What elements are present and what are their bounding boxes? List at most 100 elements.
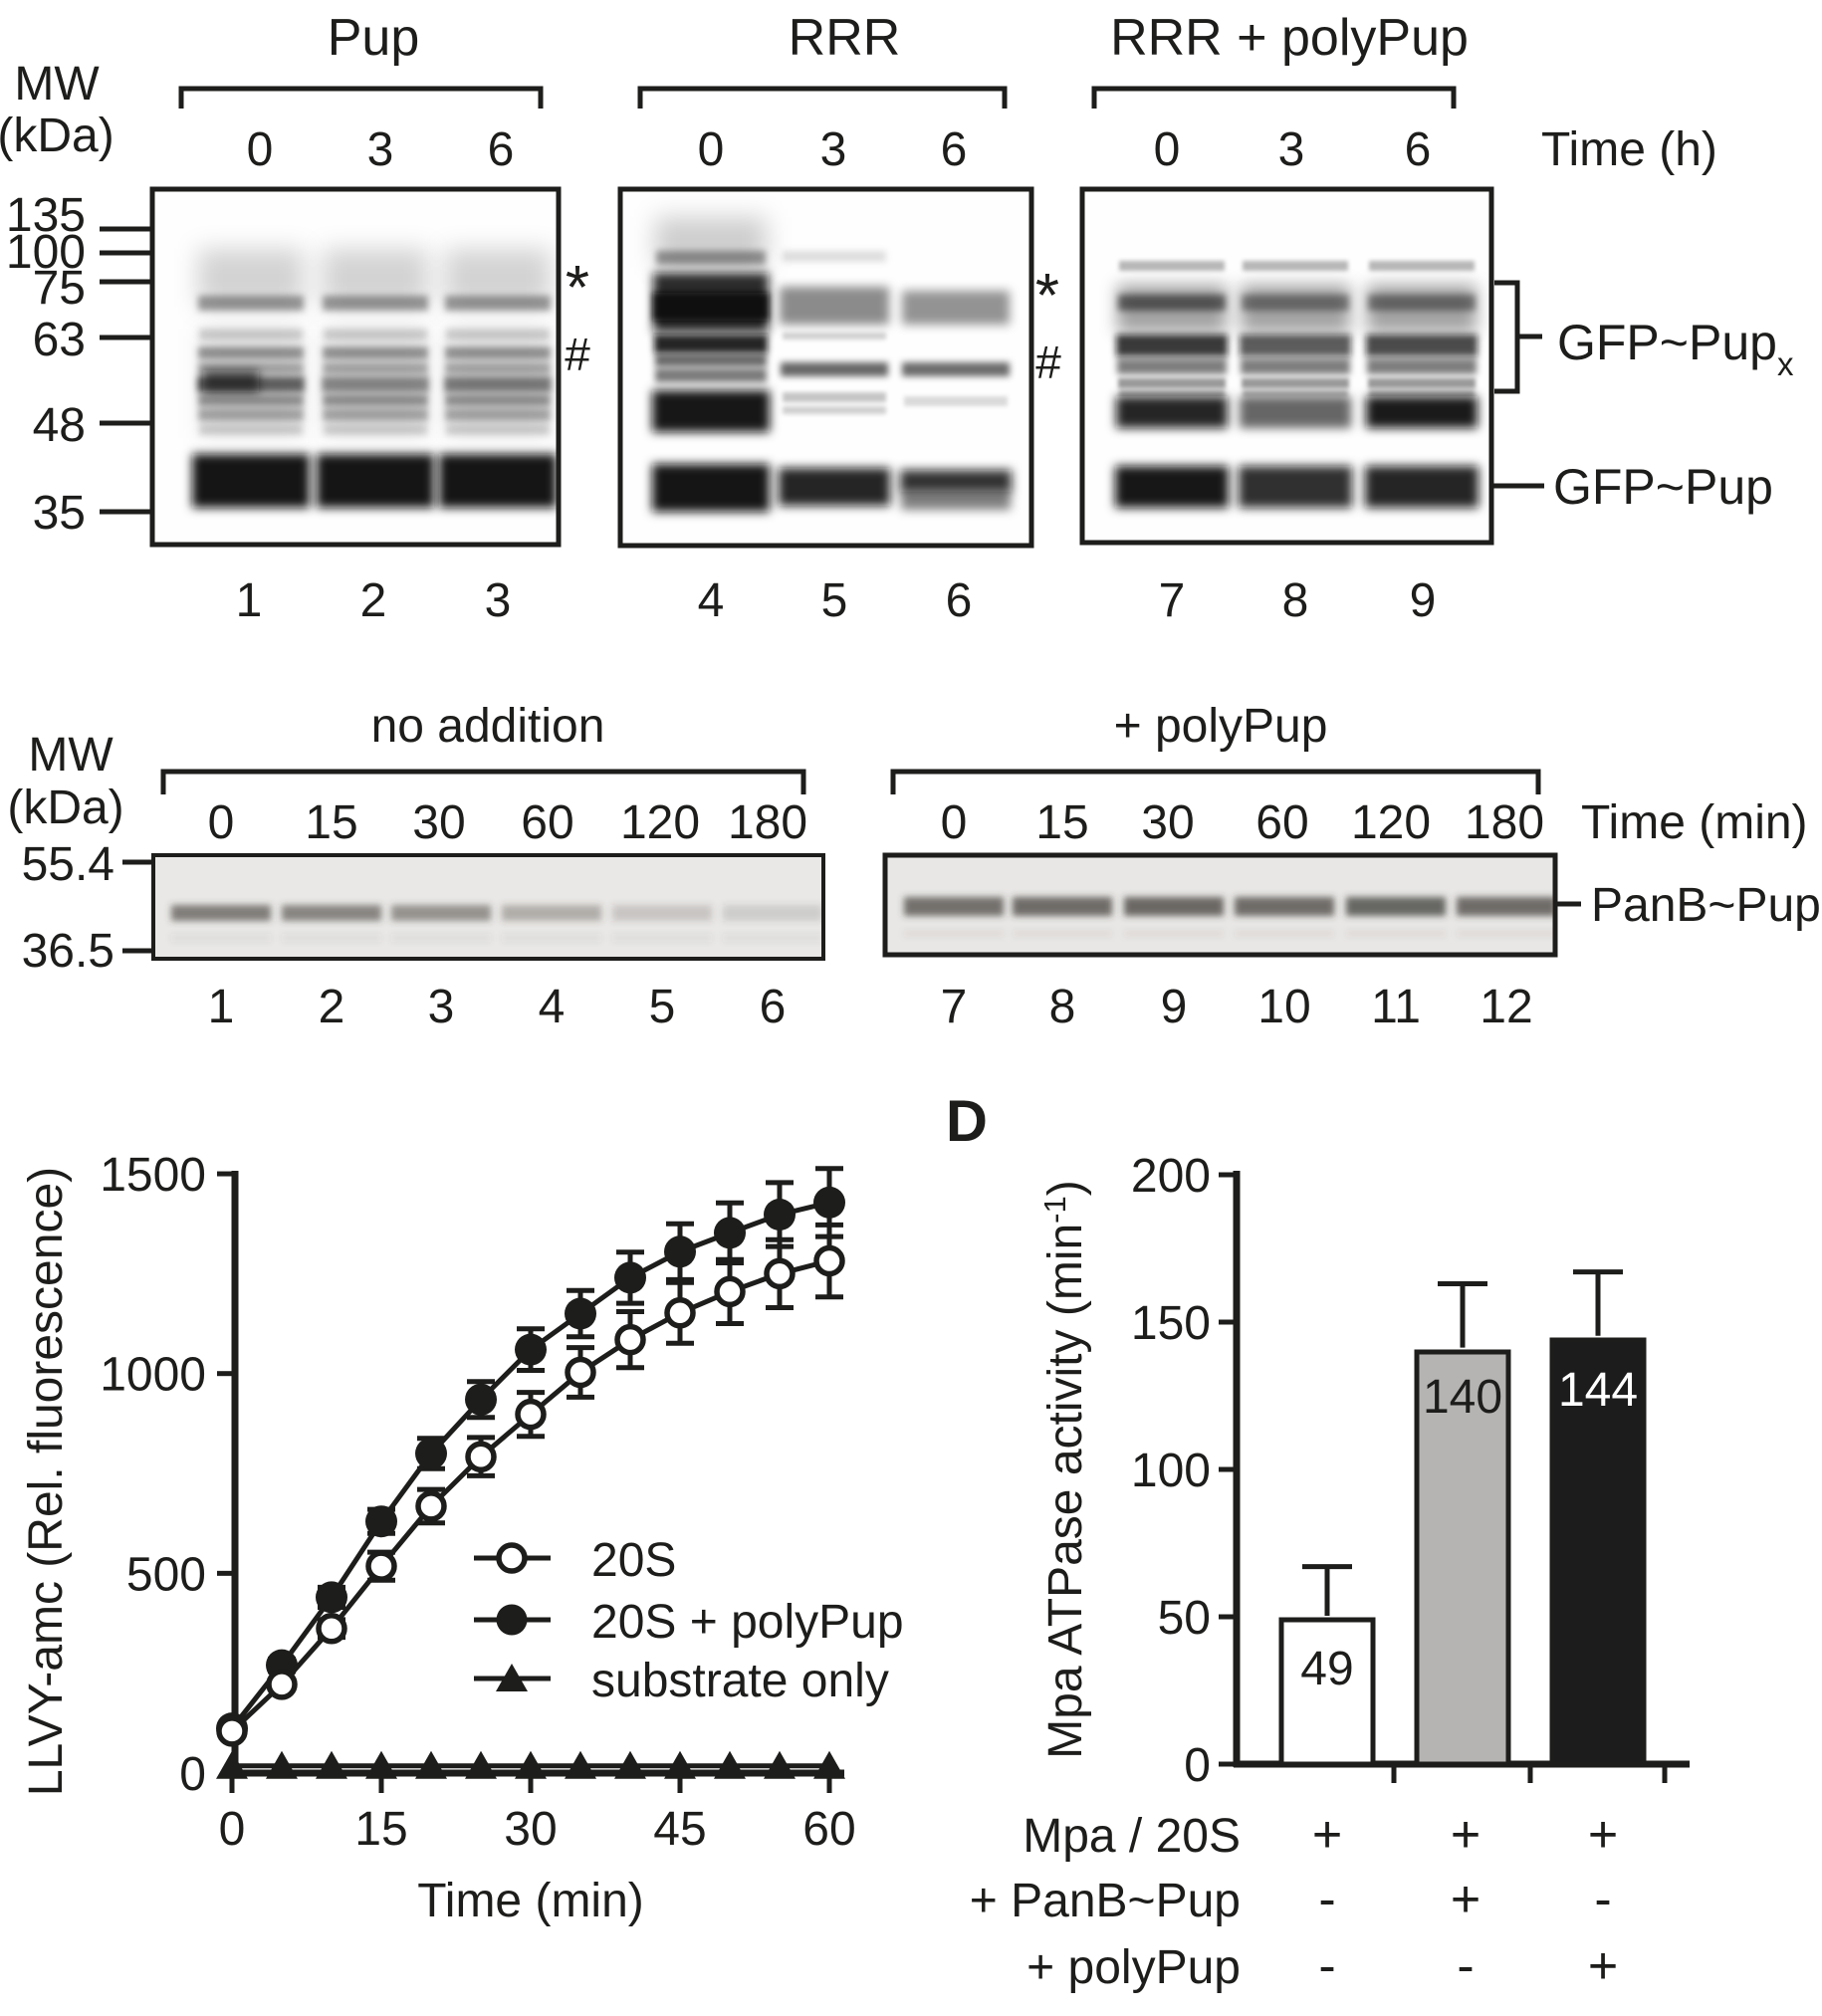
svg-text:0: 0	[208, 796, 235, 849]
svg-text:RRR + polyPup: RRR + polyPup	[1110, 9, 1469, 67]
svg-text:Time (min): Time (min)	[1581, 796, 1808, 849]
svg-text:-: -	[1318, 1871, 1335, 1928]
svg-text:+: +	[1451, 1806, 1480, 1864]
svg-text:+ polyPup: + polyPup	[1114, 700, 1328, 753]
svg-text:1000: 1000	[100, 1349, 206, 1402]
svg-text:45: 45	[653, 1803, 706, 1856]
svg-text:1: 1	[208, 981, 235, 1033]
svg-text:180: 180	[1465, 796, 1544, 849]
svg-text:2: 2	[360, 574, 387, 627]
svg-text:6: 6	[1405, 123, 1432, 176]
svg-text:12: 12	[1480, 981, 1532, 1033]
svg-text:200: 200	[1131, 1150, 1211, 1203]
svg-text:20S: 20S	[591, 1534, 676, 1587]
svg-text:50: 50	[1158, 1592, 1211, 1645]
svg-text:2: 2	[319, 981, 345, 1033]
svg-text:30: 30	[504, 1803, 557, 1856]
svg-text:4: 4	[698, 574, 725, 627]
svg-text:100: 100	[6, 226, 86, 279]
svg-text:3: 3	[485, 574, 512, 627]
svg-text:D: D	[946, 1089, 988, 1154]
svg-text:30: 30	[1141, 796, 1194, 849]
svg-text:RRR: RRR	[789, 9, 901, 67]
svg-text:6: 6	[488, 123, 515, 176]
svg-text:LLVY-amc (Rel. fluorescence): LLVY-amc (Rel. fluorescence)	[20, 1167, 73, 1796]
svg-text:135: 135	[6, 189, 86, 242]
svg-text:180: 180	[728, 796, 807, 849]
svg-text:35: 35	[33, 487, 86, 540]
svg-text:*: *	[1035, 262, 1059, 331]
svg-text:7: 7	[941, 981, 968, 1033]
svg-text:63: 63	[33, 314, 86, 366]
svg-text:140: 140	[1423, 1371, 1502, 1424]
svg-text:0: 0	[941, 796, 968, 849]
svg-text:6: 6	[946, 574, 973, 627]
svg-text:0: 0	[247, 123, 274, 176]
svg-text:9: 9	[1161, 981, 1188, 1033]
svg-text:4: 4	[539, 981, 566, 1033]
svg-text:3: 3	[1278, 123, 1305, 176]
svg-text:9: 9	[1410, 574, 1437, 627]
svg-text:+: +	[1588, 1806, 1618, 1864]
svg-text:(kDa): (kDa)	[7, 782, 123, 834]
svg-text:0: 0	[1154, 123, 1181, 176]
svg-text:5: 5	[649, 981, 676, 1033]
svg-text:20S + polyPup: 20S + polyPup	[591, 1596, 904, 1649]
svg-text:GFP~Pup: GFP~Pup	[1553, 459, 1773, 515]
svg-text:+ PanB~Pup: + PanB~Pup	[970, 1875, 1241, 1927]
svg-text:55.4: 55.4	[22, 838, 114, 891]
svg-text:-: -	[1318, 1937, 1335, 1995]
svg-text:49: 49	[1300, 1643, 1353, 1695]
svg-text:MW: MW	[28, 729, 114, 782]
svg-text:75: 75	[33, 262, 86, 315]
svg-text:3: 3	[820, 123, 847, 176]
svg-text:+ polyPup: + polyPup	[1026, 1941, 1241, 1994]
svg-text:substrate only: substrate only	[591, 1655, 889, 1707]
svg-text:3: 3	[367, 123, 394, 176]
svg-text:500: 500	[126, 1548, 206, 1601]
svg-text:#: #	[1035, 336, 1061, 388]
svg-text:8: 8	[1282, 574, 1309, 627]
svg-text:15: 15	[305, 796, 357, 849]
svg-text:7: 7	[1159, 574, 1186, 627]
svg-text:MW: MW	[14, 58, 100, 111]
svg-text:1500: 1500	[100, 1149, 206, 1202]
svg-text:144: 144	[1558, 1364, 1638, 1417]
svg-text:10: 10	[1257, 981, 1310, 1033]
svg-text:#: #	[565, 329, 590, 380]
svg-text:60: 60	[521, 796, 573, 849]
svg-text:PanB~Pup: PanB~Pup	[1591, 879, 1821, 932]
svg-text:+: +	[1588, 1937, 1618, 1995]
svg-text:Pup: Pup	[328, 9, 420, 67]
svg-text:120: 120	[1351, 796, 1431, 849]
svg-text:+: +	[1451, 1871, 1480, 1928]
svg-text:1: 1	[236, 574, 263, 627]
svg-text:(kDa): (kDa)	[0, 110, 114, 162]
svg-text:Mpa ATPase activity (min-1): Mpa ATPase activity (min-1)	[1037, 1180, 1092, 1759]
svg-text:11: 11	[1371, 981, 1421, 1033]
svg-text:36.5: 36.5	[22, 925, 114, 978]
svg-text:100: 100	[1131, 1445, 1211, 1497]
svg-text:120: 120	[620, 796, 700, 849]
svg-text:6: 6	[760, 981, 787, 1033]
svg-text:0: 0	[1184, 1739, 1211, 1792]
svg-text:48: 48	[33, 399, 86, 452]
svg-text:30: 30	[412, 796, 465, 849]
svg-text:*: *	[566, 254, 589, 323]
svg-text:15: 15	[354, 1803, 407, 1856]
svg-text:+: +	[1312, 1806, 1342, 1864]
svg-text:0: 0	[179, 1748, 206, 1801]
svg-text:60: 60	[1255, 796, 1308, 849]
svg-text:5: 5	[821, 574, 848, 627]
svg-text:Time (h): Time (h)	[1541, 123, 1717, 176]
svg-text:-: -	[1594, 1871, 1611, 1928]
svg-text:Mpa / 20S: Mpa / 20S	[1023, 1810, 1241, 1863]
svg-text:150: 150	[1131, 1297, 1211, 1350]
svg-text:8: 8	[1049, 981, 1076, 1033]
svg-text:3: 3	[428, 981, 455, 1033]
svg-text:6: 6	[941, 123, 968, 176]
svg-text:-: -	[1457, 1937, 1474, 1995]
svg-text:0: 0	[219, 1803, 246, 1856]
svg-text:60: 60	[802, 1803, 855, 1856]
svg-text:Time (min): Time (min)	[417, 1875, 644, 1927]
